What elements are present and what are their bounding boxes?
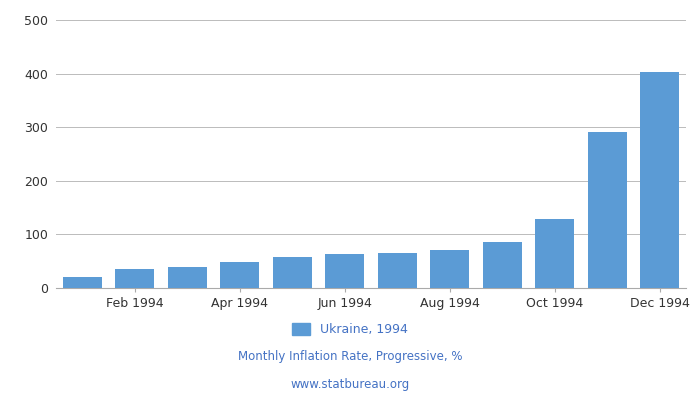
Bar <box>220 262 260 288</box>
Bar <box>377 253 417 288</box>
Legend: Ukraine, 1994: Ukraine, 1994 <box>287 318 413 341</box>
Bar <box>640 72 680 288</box>
Text: www.statbureau.org: www.statbureau.org <box>290 378 410 391</box>
Text: Monthly Inflation Rate, Progressive, %: Monthly Inflation Rate, Progressive, % <box>238 350 462 363</box>
Bar <box>482 242 522 288</box>
Bar <box>272 258 312 288</box>
Bar <box>167 266 207 288</box>
Bar <box>325 254 365 288</box>
Bar <box>430 250 470 288</box>
Bar <box>115 269 155 288</box>
Bar <box>535 219 575 288</box>
Bar <box>587 132 627 288</box>
Bar <box>62 277 102 288</box>
